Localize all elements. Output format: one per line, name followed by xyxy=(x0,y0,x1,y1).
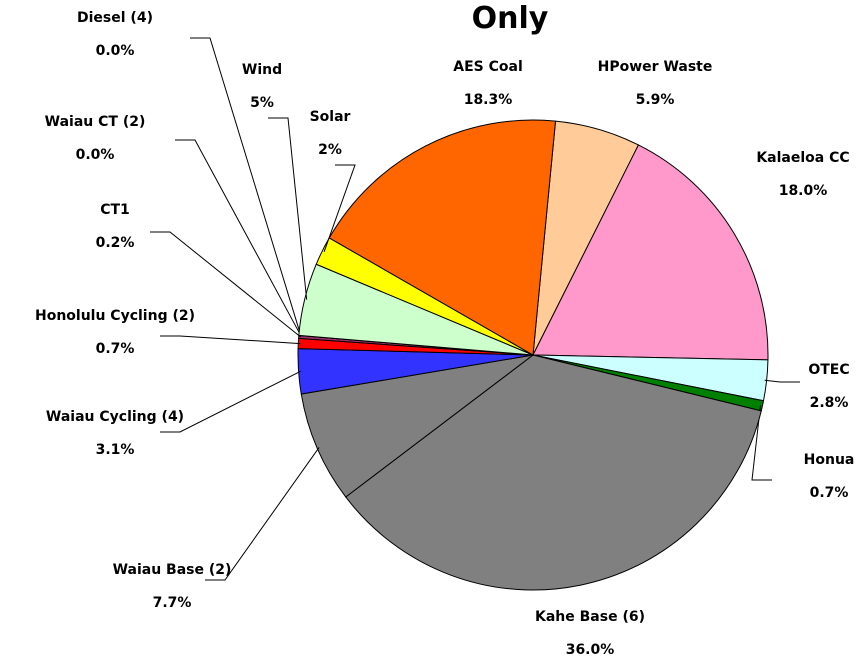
slice-label: Waiau CT (2) xyxy=(45,114,146,130)
slice-label: Waiau Cycling (4) xyxy=(46,409,184,425)
chart-title: Only xyxy=(472,1,549,36)
pie-slice xyxy=(300,354,534,498)
slice-value-label: 18.3% xyxy=(464,92,513,108)
slice-value-label: 0.2% xyxy=(96,235,135,251)
slice-label: Kalaeloa CC xyxy=(756,150,849,166)
leader-line xyxy=(160,335,301,345)
pie-slice xyxy=(345,354,762,591)
slice-value-label: 0.0% xyxy=(76,147,115,163)
slice-label: Solar xyxy=(310,109,351,125)
slice-label: AES Coal xyxy=(453,59,523,75)
leader-line xyxy=(160,370,301,433)
slice-value-label: 5% xyxy=(250,95,274,111)
slice-label: HPower Waste xyxy=(598,59,713,75)
slice-value-label: 2% xyxy=(318,142,342,158)
leader-line xyxy=(751,405,772,481)
slice-label: Diesel (4) xyxy=(77,10,153,26)
slice-label: Honua xyxy=(804,452,855,468)
slice-value-label: 7.7% xyxy=(153,595,192,611)
leader-line xyxy=(175,139,302,336)
slice-value-label: 5.9% xyxy=(636,92,675,108)
leader-line xyxy=(190,37,302,336)
pie-slice xyxy=(532,144,769,361)
slice-value-label: 0.7% xyxy=(96,341,135,357)
slice-value-label: 3.1% xyxy=(96,442,135,458)
slice-value-label: 36.0% xyxy=(566,642,615,658)
leader-line xyxy=(323,164,356,252)
slice-label: Kahe Base (6) xyxy=(535,609,645,625)
slice-label: Waiau Base (2) xyxy=(113,562,232,578)
slice-value-label: 18.0% xyxy=(779,183,828,199)
slice-label: CT1 xyxy=(100,202,130,218)
pie-slice xyxy=(328,119,557,356)
leader-line xyxy=(764,379,800,383)
slice-value-label: 2.8% xyxy=(810,395,849,411)
slice-label: Honolulu Cycling (2) xyxy=(35,308,195,324)
slice-value-label: 0.0% xyxy=(96,43,135,59)
leader-line xyxy=(205,447,320,581)
leader-line xyxy=(150,231,302,338)
slice-label: Wind xyxy=(242,62,282,78)
leader-line xyxy=(268,117,308,300)
slice-label: OTEC xyxy=(808,362,849,378)
slice-value-label: 0.7% xyxy=(810,485,849,501)
